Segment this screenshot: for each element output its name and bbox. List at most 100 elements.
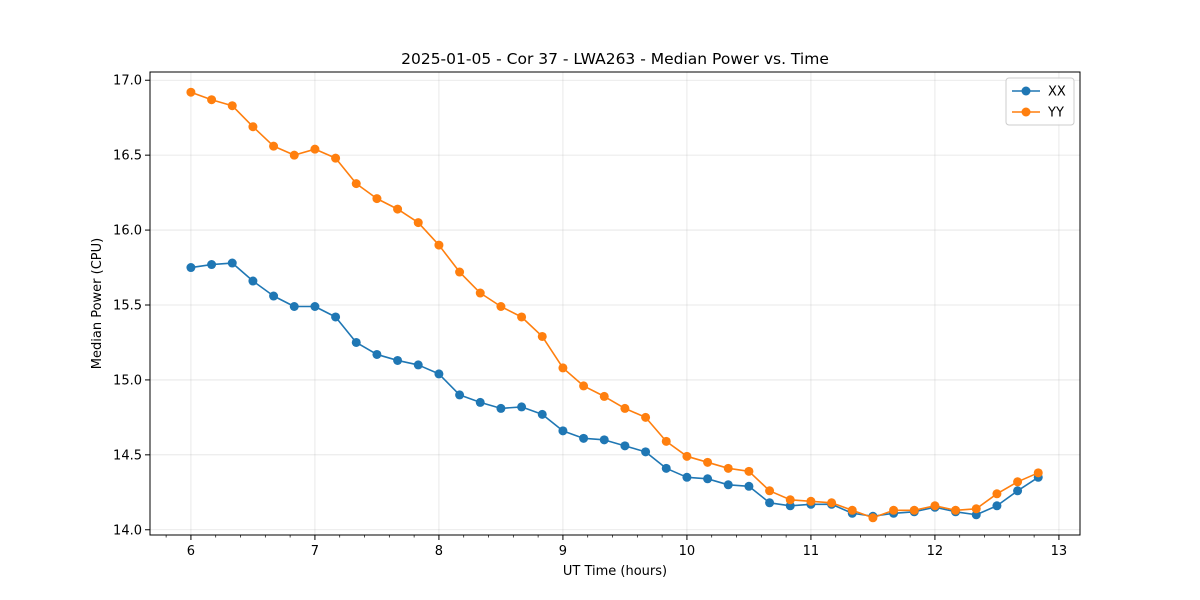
series-yy	[186, 87, 1043, 523]
data-point-xx	[558, 426, 568, 436]
legend-swatch-marker	[1021, 86, 1031, 96]
data-point-yy	[868, 513, 878, 523]
data-point-yy	[620, 403, 630, 413]
data-point-yy	[496, 301, 506, 311]
data-point-xx	[248, 276, 258, 286]
legend-item-xx: XX	[1012, 85, 1066, 100]
data-point-xx	[765, 498, 775, 508]
legend-swatch-marker	[1021, 107, 1031, 117]
data-point-xx	[579, 433, 589, 443]
y-tick-label: 15.0	[113, 373, 142, 388]
data-point-xx	[599, 435, 609, 445]
data-point-yy	[537, 331, 547, 341]
chart-title: 2025-01-05 - Cor 37 - LWA263 - Median Po…	[401, 50, 829, 68]
data-point-yy	[289, 150, 299, 160]
data-point-yy	[269, 141, 279, 151]
data-point-xx	[289, 301, 299, 311]
data-point-yy	[393, 204, 403, 214]
y-tick-label: 15.5	[113, 298, 142, 313]
data-point-xx	[682, 472, 692, 482]
y-tick-label: 16.0	[113, 224, 142, 239]
x-tick-label: 9	[559, 544, 567, 559]
x-tick-label: 11	[803, 544, 820, 559]
legend: XX YY	[1005, 77, 1075, 126]
data-point-yy	[248, 122, 258, 132]
data-point-yy	[331, 153, 341, 163]
data-point-yy	[971, 504, 981, 514]
data-point-xx	[207, 260, 217, 270]
data-point-yy	[765, 486, 775, 496]
data-point-yy	[310, 144, 320, 154]
data-point-xx	[1013, 486, 1023, 496]
data-point-yy	[1033, 468, 1043, 478]
data-point-yy	[951, 505, 961, 515]
data-point-xx	[517, 402, 527, 412]
data-point-yy	[723, 463, 733, 473]
series-layer	[186, 87, 1043, 523]
y-tick-label: 14.0	[113, 523, 142, 538]
data-point-yy	[703, 457, 713, 467]
data-point-yy	[661, 436, 671, 446]
data-point-xx	[475, 397, 485, 407]
data-point-xx	[744, 481, 754, 491]
data-point-yy	[744, 466, 754, 476]
data-point-yy	[889, 505, 899, 515]
data-point-xx	[310, 301, 320, 311]
data-point-xx	[269, 291, 279, 301]
data-point-yy	[682, 451, 692, 461]
legend-item-yy: YY	[1012, 106, 1064, 121]
x-tick-label: 6	[187, 544, 195, 559]
y-tick-label: 16.5	[113, 149, 142, 164]
x-tick-label: 12	[927, 544, 944, 559]
data-point-xx	[413, 360, 423, 370]
data-point-xx	[723, 480, 733, 490]
x-axis-label: UT Time (hours)	[563, 564, 667, 579]
x-tick-label: 13	[1051, 544, 1068, 559]
data-point-xx	[393, 355, 403, 365]
data-point-yy	[475, 288, 485, 298]
data-point-xx	[434, 369, 444, 379]
data-point-yy	[186, 87, 196, 97]
x-tick-label: 10	[679, 544, 696, 559]
data-point-yy	[827, 498, 837, 508]
data-point-yy	[351, 179, 361, 189]
x-tick-label: 8	[435, 544, 443, 559]
data-point-yy	[1013, 477, 1023, 487]
data-point-xx	[455, 390, 465, 400]
data-point-yy	[413, 218, 423, 228]
data-point-xx	[186, 263, 196, 273]
data-point-yy	[909, 505, 919, 515]
data-point-xx	[351, 337, 361, 347]
data-point-xx	[227, 258, 237, 268]
data-point-xx	[703, 474, 713, 484]
data-point-yy	[785, 495, 795, 505]
data-point-xx	[331, 312, 341, 322]
data-point-xx	[620, 441, 630, 451]
data-point-xx	[496, 403, 506, 413]
data-point-yy	[930, 501, 940, 511]
data-point-yy	[517, 312, 527, 322]
data-point-yy	[434, 240, 444, 250]
data-point-yy	[558, 363, 568, 373]
y-axis-label: Median Power (CPU)	[90, 238, 105, 369]
y-tick-label: 17.0	[113, 74, 142, 89]
data-point-yy	[847, 505, 857, 515]
legend-label: XX	[1048, 85, 1066, 100]
plot-frame	[149, 71, 1081, 536]
axis-ticks: 6 7 8 9 10 11 12 13 14.0 14.5 15.0 15.5 16.0 16.5 17.0	[113, 74, 1067, 559]
data-point-yy	[599, 391, 609, 401]
legend-label: YY	[1047, 106, 1064, 121]
data-point-yy	[455, 267, 465, 277]
data-point-yy	[227, 101, 237, 111]
data-point-yy	[207, 95, 217, 105]
data-point-yy	[641, 412, 651, 422]
x-tick-label: 7	[311, 544, 319, 559]
y-tick-label: 14.5	[113, 448, 142, 463]
data-point-yy	[579, 381, 589, 391]
data-point-xx	[992, 501, 1002, 511]
data-point-yy	[372, 194, 382, 204]
data-point-yy	[806, 496, 816, 506]
data-point-xx	[661, 463, 671, 473]
